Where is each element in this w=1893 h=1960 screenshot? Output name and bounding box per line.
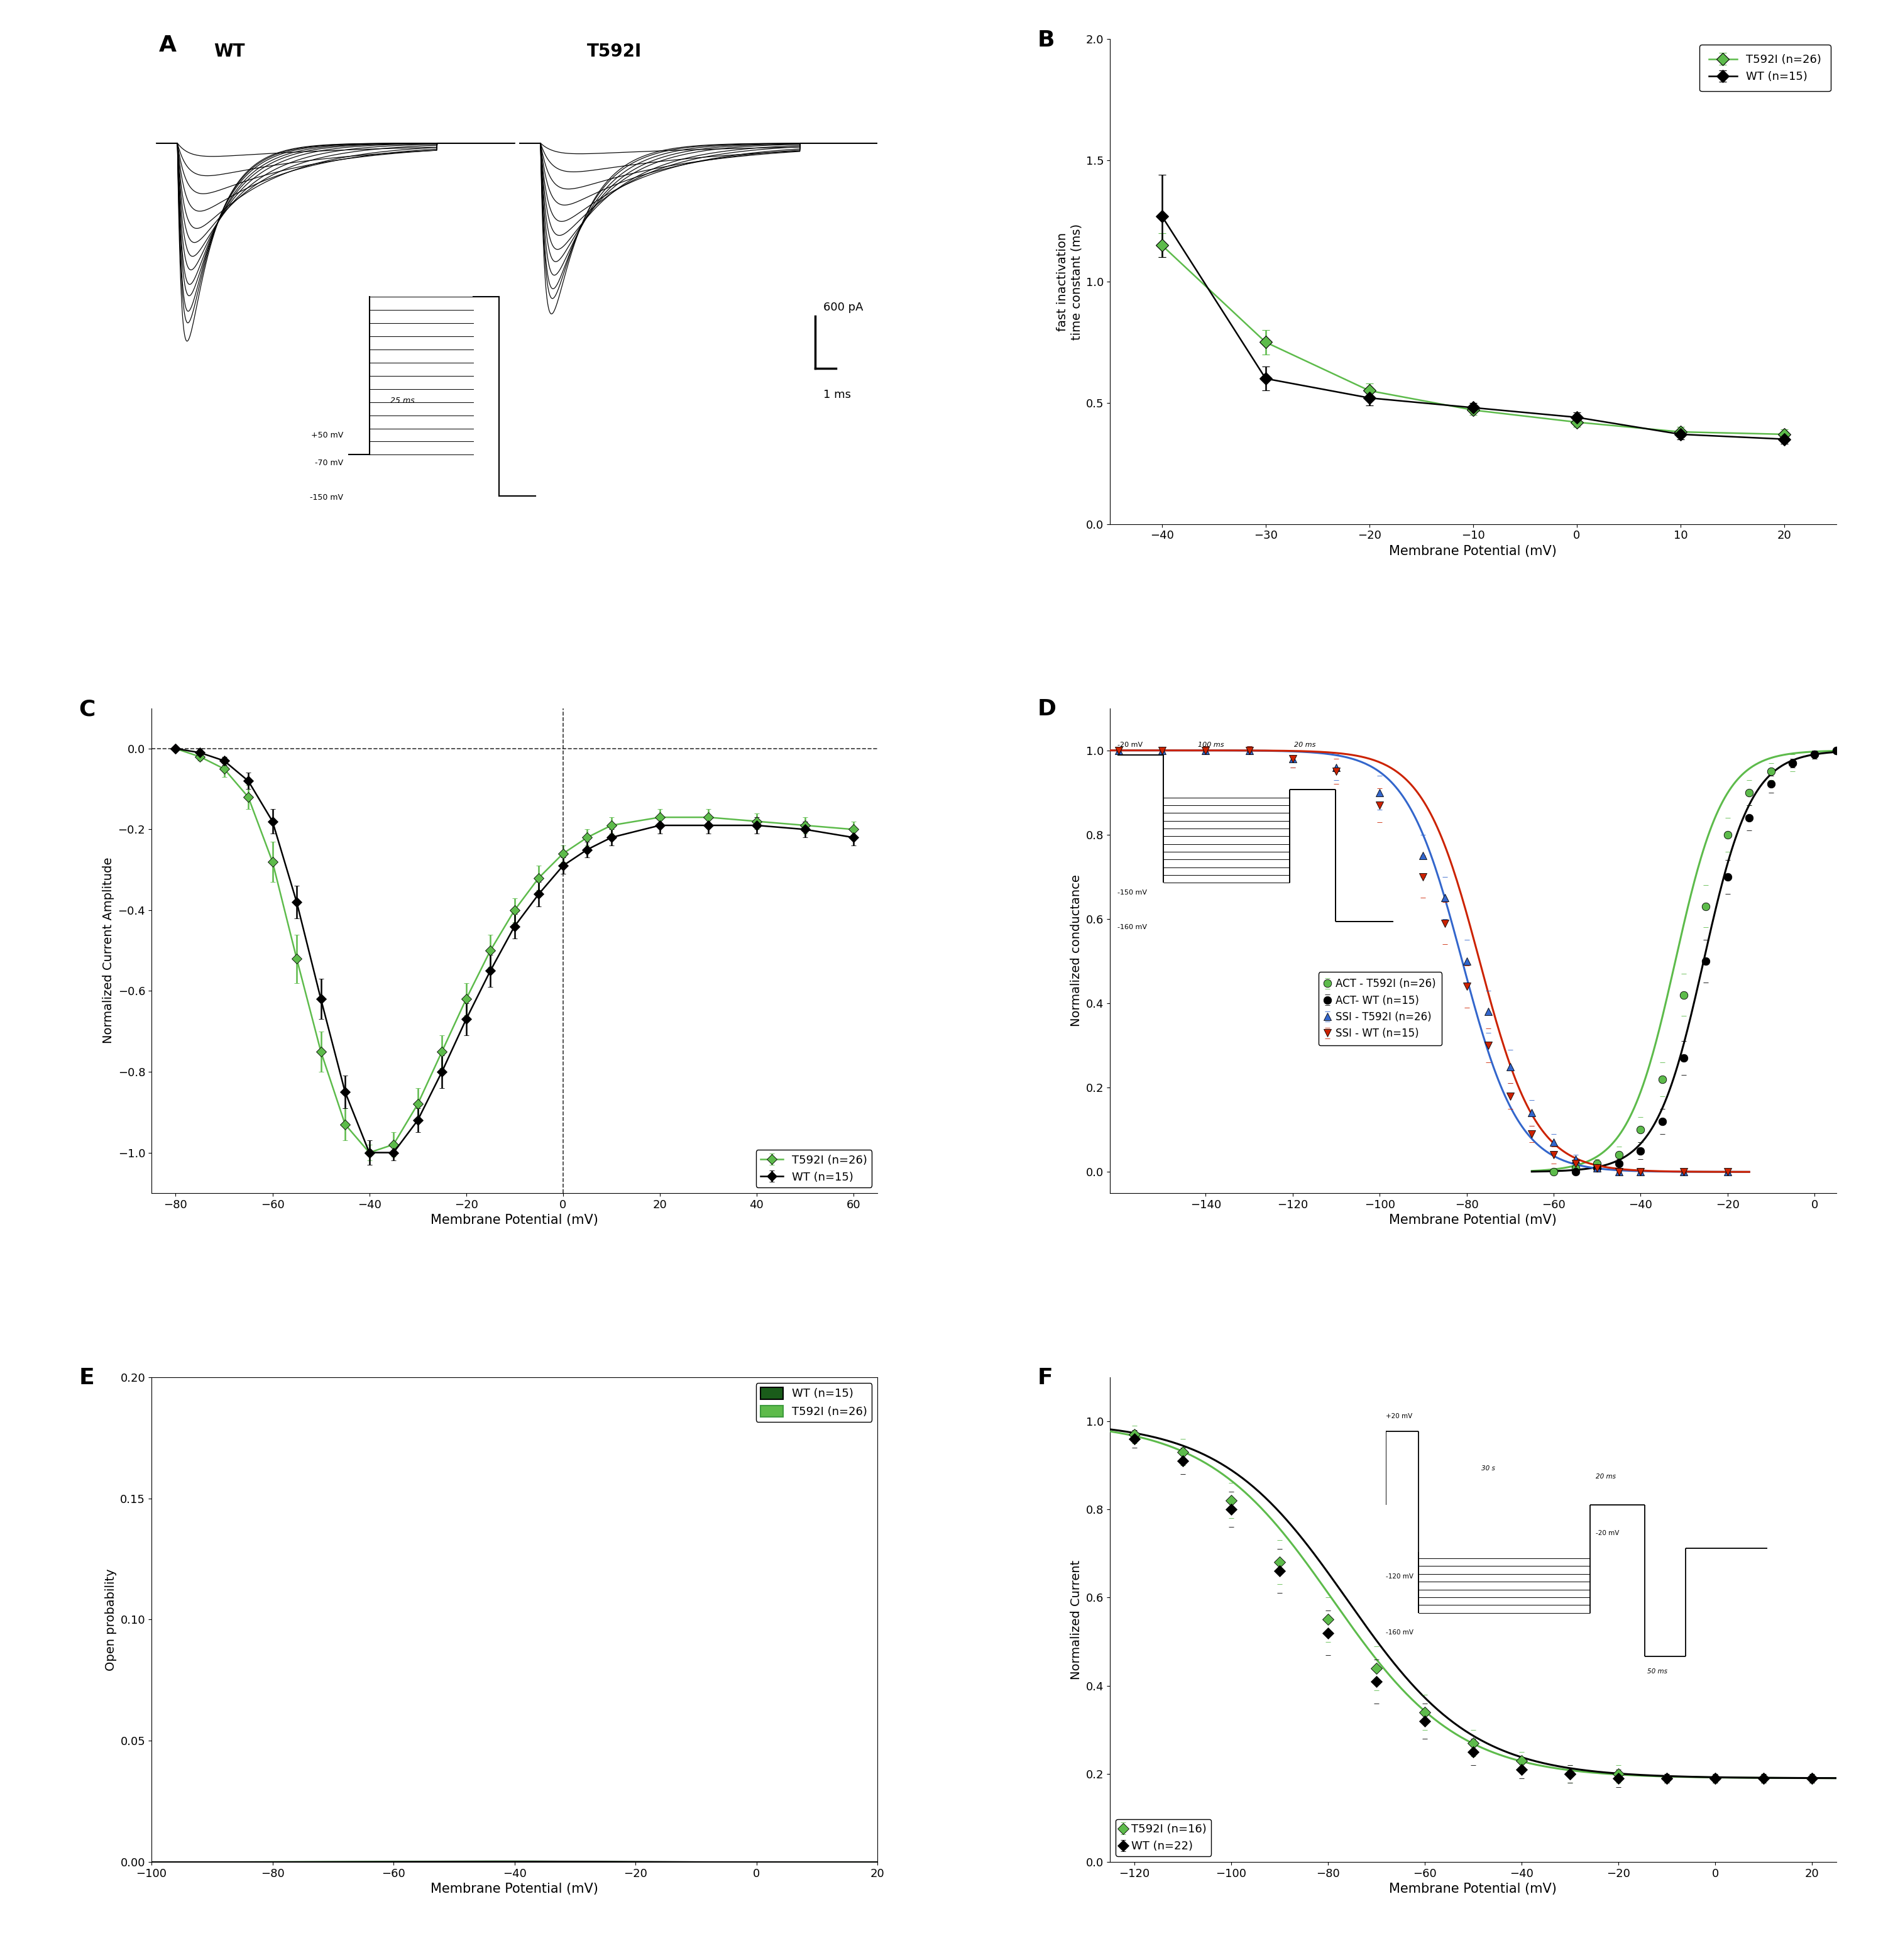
Text: B: B (1037, 29, 1054, 51)
X-axis label: Membrane Potential (mV): Membrane Potential (mV) (432, 1884, 598, 1895)
Text: C: C (80, 698, 95, 719)
X-axis label: Membrane Potential (mV): Membrane Potential (mV) (432, 1213, 598, 1227)
Y-axis label: Normalized Current: Normalized Current (1071, 1560, 1083, 1680)
Text: A: A (159, 35, 176, 55)
X-axis label: Membrane Potential (mV): Membrane Potential (mV) (1389, 1884, 1556, 1895)
Legend: ACT - T592I (n=26), ACT- WT (n=15), SSI - T592I (n=26), SSI - WT (n=15): ACT - T592I (n=26), ACT- WT (n=15), SSI … (1319, 972, 1442, 1045)
X-axis label: Membrane Potential (mV): Membrane Potential (mV) (1389, 1213, 1556, 1227)
X-axis label: Membrane Potential (mV): Membrane Potential (mV) (1389, 545, 1556, 557)
Legend: WT (n=15), T592I (n=26): WT (n=15), T592I (n=26) (755, 1384, 873, 1421)
Text: E: E (80, 1368, 95, 1390)
Y-axis label: Open probability: Open probability (104, 1568, 117, 1670)
Text: T592I: T592I (587, 43, 642, 61)
Y-axis label: Normalized Current Amplitude: Normalized Current Amplitude (102, 857, 114, 1045)
Legend: T592I (n=16), WT (n=22): T592I (n=16), WT (n=22) (1115, 1819, 1212, 1856)
Text: F: F (1037, 1368, 1053, 1390)
Text: +50 mV: +50 mV (310, 431, 343, 439)
Y-axis label: Normalized conductance: Normalized conductance (1071, 874, 1083, 1027)
Text: 1 ms: 1 ms (823, 388, 850, 400)
Y-axis label: fast inactivation
time constant (ms): fast inactivation time constant (ms) (1056, 223, 1083, 339)
Text: -70 mV: -70 mV (314, 459, 343, 466)
Text: 600 pA: 600 pA (823, 302, 863, 314)
Text: WT: WT (214, 43, 244, 61)
Text: 25 ms: 25 ms (390, 396, 415, 404)
Legend: T592I (n=26), WT (n=15): T592I (n=26), WT (n=15) (1700, 45, 1831, 92)
Legend: T592I (n=26), WT (n=15): T592I (n=26), WT (n=15) (755, 1151, 873, 1188)
Text: -150 mV: -150 mV (310, 494, 343, 502)
Text: D: D (1037, 698, 1056, 719)
